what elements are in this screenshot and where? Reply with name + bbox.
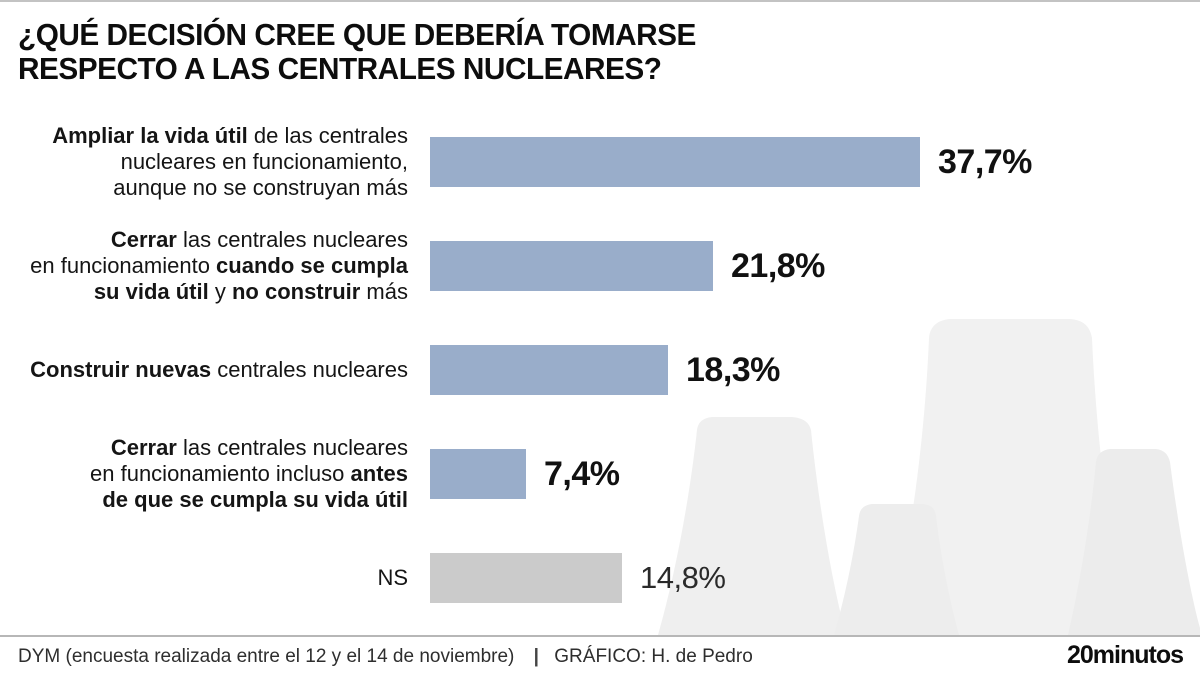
bar-row: Ampliar la vida útil de las centrales nuc… <box>0 110 1200 214</box>
bar-row: Construir nuevas centrales nucleares 18,3… <box>0 318 1200 422</box>
cooling-tower-large <box>888 319 1132 635</box>
footer: DYM (encuesta realizada entre el 12 y el… <box>0 635 1200 675</box>
bar-row: NS 14,8% <box>0 526 1200 630</box>
source-text: DYM (encuesta realizada entre el 12 y el… <box>18 646 753 668</box>
chart-title-line1: ¿QUÉ DECISIÓN CREE QUE DEBERÍA TOMARSE <box>18 17 696 52</box>
bar-row: Cerrar las centrales nucleares en funcion… <box>0 214 1200 318</box>
bar <box>430 553 622 603</box>
bar <box>430 345 668 395</box>
chart-title: ¿QUÉ DECISIÓN CREE QUE DEBERÍA TOMARSE R… <box>18 18 696 86</box>
bar-value: 21,8% <box>731 246 825 285</box>
bar-value: 14,8% <box>640 560 726 595</box>
bar-label: Cerrar las centrales nucleares en funcion… <box>90 435 408 512</box>
bar-label: Construir nuevas centrales nucleares <box>30 357 408 382</box>
source-label: DYM (encuesta realizada entre el 12 y el… <box>18 646 515 667</box>
bar-value: 7,4% <box>544 454 620 493</box>
cooling-tower-small-mid <box>834 504 959 635</box>
bar-chart: Ampliar la vida útil de las centrales nuc… <box>0 110 1200 630</box>
cooling-tower-right <box>1068 449 1200 635</box>
bar-value: 18,3% <box>686 350 780 389</box>
bar-row: Cerrar las centrales nucleares en funcion… <box>0 422 1200 526</box>
bar <box>430 137 920 187</box>
bar-value: 37,7% <box>938 142 1032 181</box>
credit-label: GRÁFICO: H. de Pedro <box>554 646 753 667</box>
bar-label: Cerrar las centrales nucleares en funcion… <box>30 227 408 304</box>
bar-label: Ampliar la vida útil de las centrales nuc… <box>52 123 408 200</box>
footer-divider <box>0 635 1200 637</box>
bar-label: NS <box>377 565 408 590</box>
footer-separator: | <box>533 646 539 667</box>
cooling-towers-illustration <box>658 319 1200 635</box>
top-border-line <box>0 0 1200 2</box>
brand-logo: 20minutos <box>1066 641 1184 669</box>
bar <box>430 241 713 291</box>
bar <box>430 449 526 499</box>
chart-title-line2: RESPECTO A LAS CENTRALES NUCLEARES? <box>18 51 662 86</box>
cooling-tower-small-left <box>658 417 846 635</box>
